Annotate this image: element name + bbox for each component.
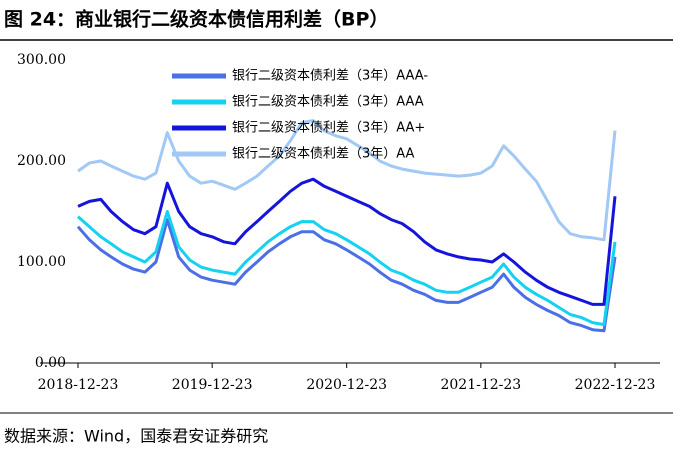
legend-label: 银行二级资本债利差（3年）AA [232, 147, 415, 162]
series-line [77, 210, 617, 327]
x-tick-label: 2018-12-23 [38, 377, 119, 393]
legend-label: 银行二级资本债利差（3年）AAA [232, 95, 424, 110]
x-tick-label: 2022-12-23 [575, 377, 656, 393]
series-line [77, 119, 617, 242]
series-line [76, 218, 617, 333]
legend-label: 银行二级资本债利差（3年）AAA- [232, 69, 428, 84]
y-tick-label: 200.00 [17, 153, 66, 169]
y-tick-label: 100.00 [17, 254, 66, 270]
x-tick-label: 2020-12-23 [306, 377, 387, 393]
source: 数据来源：Wind，国泰君安证券研究 [4, 427, 268, 446]
y-tick-label: 300.00 [17, 52, 66, 68]
series-line [77, 177, 617, 306]
x-tick-label: 2021-12-23 [440, 377, 521, 393]
x-tick-label: 2019-12-23 [172, 377, 253, 393]
legend-label: 银行二级资本债利差（3年）AA+ [232, 121, 425, 136]
y-tick-label: 0.00 [35, 355, 66, 371]
chart-title: 图 24：商业银行二级资本债信用利差（BP） [4, 8, 388, 31]
